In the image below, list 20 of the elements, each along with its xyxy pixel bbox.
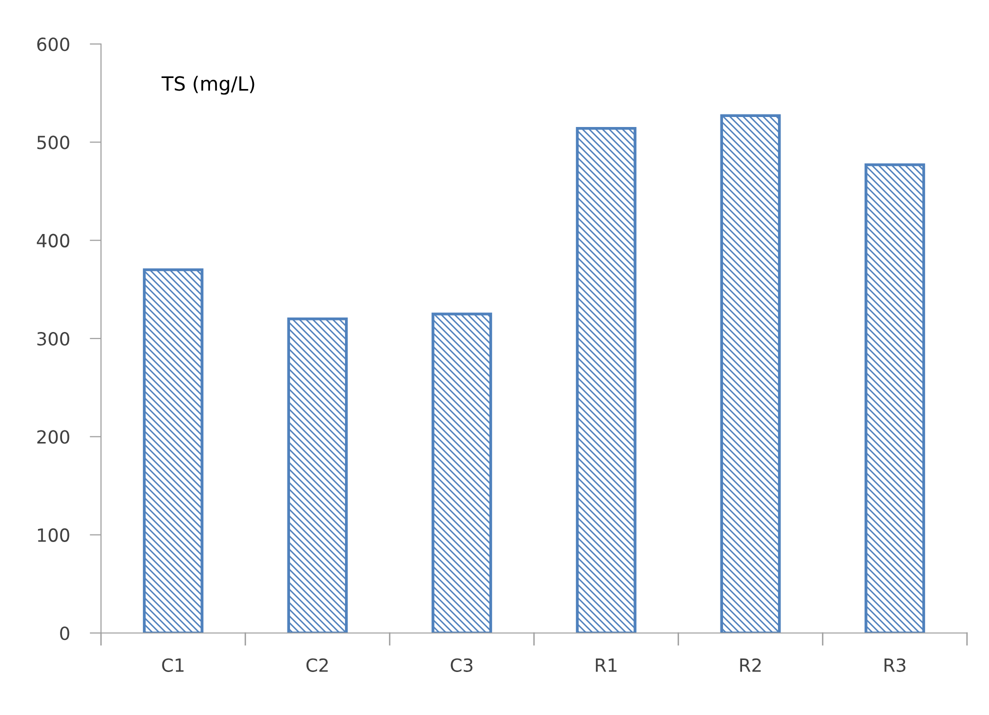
y-tick-label: 400	[36, 234, 70, 248]
x-tick-label: R3	[884, 658, 906, 672]
y-tick-label: 200	[37, 430, 70, 444]
bar	[864, 163, 926, 633]
x-tick-label: R1	[596, 658, 617, 672]
x-tick-label: C3	[450, 658, 472, 672]
y-tick-label: 0	[60, 626, 70, 640]
x-tick-label: R2	[740, 658, 761, 672]
y-tick-label: 300	[37, 332, 70, 346]
bar	[720, 114, 781, 633]
bar	[576, 127, 636, 633]
bar	[432, 312, 492, 633]
bar	[142, 268, 204, 633]
y-tick-label: 600	[37, 37, 70, 52]
y-tick-label: 100	[38, 528, 70, 542]
x-tick-label: C1	[162, 658, 184, 672]
y-tick-label: 500	[37, 136, 70, 150]
x-tick-label: C2	[306, 658, 328, 672]
bar	[287, 317, 348, 633]
annotation: TS (mg/L)	[162, 76, 254, 95]
